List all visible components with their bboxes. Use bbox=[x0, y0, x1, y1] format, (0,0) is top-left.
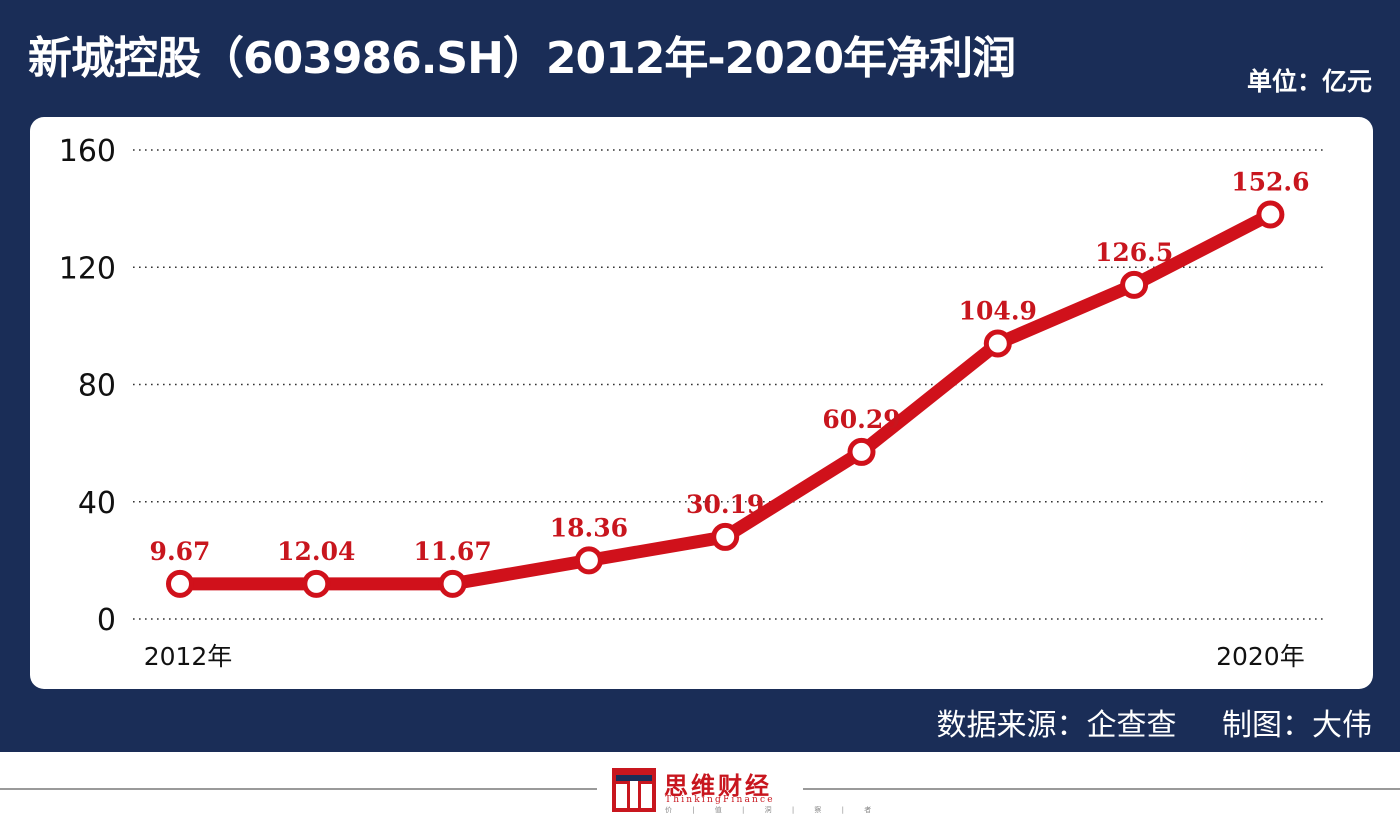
data-label: 60.29 bbox=[822, 405, 900, 434]
footer-rule-right bbox=[803, 788, 1400, 790]
data-label: 104.9 bbox=[959, 296, 1037, 325]
plot-panel bbox=[30, 117, 1373, 689]
data-point bbox=[574, 546, 603, 575]
data-labels: 9.67 12.04 11.67 18.36 30.19 60.29 104.9 126.5 1… bbox=[150, 167, 1310, 565]
data-source: 数据来源：企查查 bbox=[936, 708, 1177, 743]
data-label: 11.67 bbox=[413, 537, 491, 566]
y-tick-label: 0 bbox=[97, 603, 116, 638]
x-tick-label: 2012年 bbox=[144, 642, 233, 671]
data-label: 152.6 bbox=[1231, 167, 1309, 196]
data-point bbox=[711, 522, 740, 551]
line-chart: 0 40 80 120 160 2012年 2020年 9.67 12.04 11.67 18.… bbox=[59, 134, 1325, 671]
chart-maker: 制图：大伟 bbox=[1222, 708, 1372, 743]
data-point bbox=[438, 569, 467, 598]
grid-lines bbox=[133, 149, 1325, 620]
brand-name: 思维财经 bbox=[664, 772, 772, 800]
data-label: 30.19 bbox=[686, 490, 764, 519]
data-point bbox=[302, 569, 331, 598]
brand-english: ThinkingFinance bbox=[665, 795, 775, 805]
data-points bbox=[166, 200, 1285, 598]
data-point bbox=[1120, 270, 1149, 299]
chart-title: 新城控股（603986.SH）2012年-2020年净利润 bbox=[28, 33, 1016, 84]
data-point bbox=[983, 329, 1012, 358]
unit-label: 单位：亿元 bbox=[1246, 67, 1372, 96]
data-point bbox=[847, 437, 876, 466]
data-label: 9.67 bbox=[150, 537, 211, 566]
x-tick-labels: 2012年 2020年 bbox=[144, 642, 1305, 671]
brand-t-icon bbox=[612, 768, 656, 812]
footer-rule-left bbox=[0, 788, 597, 790]
data-label: 12.04 bbox=[277, 537, 355, 566]
x-tick-label: 2020年 bbox=[1216, 642, 1305, 671]
y-tick-labels: 0 40 80 120 160 bbox=[59, 134, 116, 638]
data-point bbox=[166, 569, 194, 598]
data-label: 18.36 bbox=[550, 513, 628, 542]
brand-logo: 思维财经 ThinkingFinance 价 | 值 | 洞 | 察 | 者 bbox=[612, 768, 871, 814]
data-label: 126.5 bbox=[1095, 238, 1173, 267]
data-point bbox=[1256, 200, 1285, 229]
y-tick-label: 160 bbox=[59, 134, 116, 169]
footer-credits: 数据来源：企查查 制图：大伟 bbox=[936, 700, 1372, 744]
y-tick-label: 40 bbox=[78, 486, 116, 521]
y-tick-label: 80 bbox=[78, 369, 116, 404]
brand-slogan: 价 | 值 | 洞 | 察 | 者 bbox=[665, 806, 881, 814]
y-tick-label: 120 bbox=[59, 251, 116, 286]
